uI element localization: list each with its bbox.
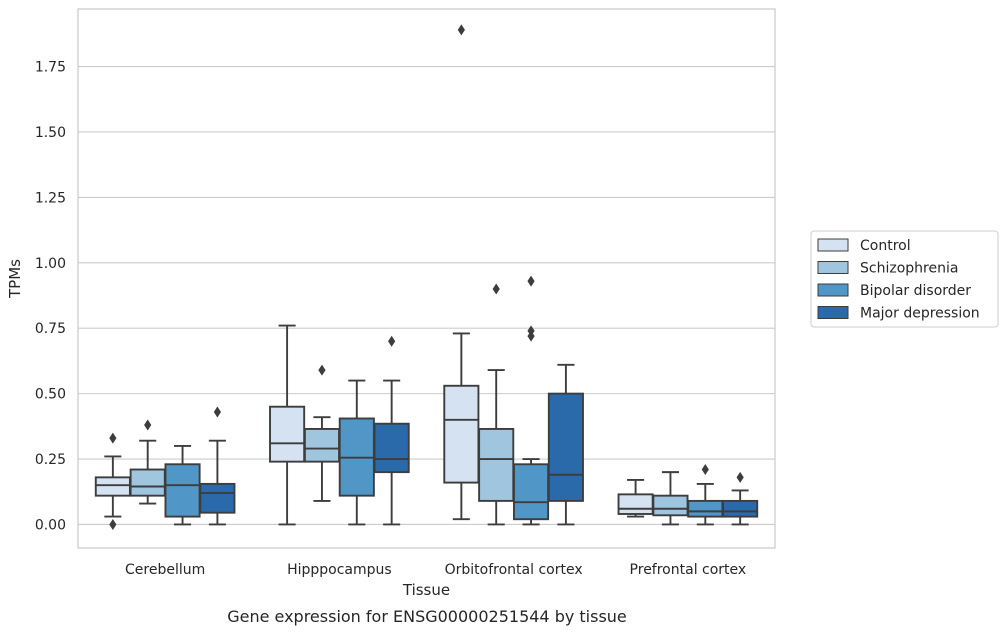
y-tick-label: 1.75 xyxy=(35,60,66,76)
legend-swatch xyxy=(817,261,849,274)
x-tick-labels: Cerebellum Hipppocampus Orbitofrontal cort… xyxy=(125,562,746,578)
outlier-point xyxy=(388,335,396,347)
outlier-point xyxy=(213,406,221,418)
legend-label: Control xyxy=(860,238,911,254)
y-tick-label: 1.50 xyxy=(35,125,66,141)
y-tick-label: 0.75 xyxy=(35,321,66,337)
outlier-point xyxy=(318,364,326,376)
y-tick-label: 1.25 xyxy=(35,190,66,206)
box-iqr xyxy=(513,463,550,521)
outlier-point xyxy=(109,432,117,444)
box-bipolar-disorder xyxy=(513,275,550,526)
box-schizophrenia xyxy=(478,283,515,526)
box-iqr xyxy=(373,422,410,474)
plot-frame xyxy=(77,8,776,549)
x-tick-label: Orbitofrontal cortex xyxy=(445,562,583,578)
legend: Control Schizophrenia Bipolar disorder Majo… xyxy=(810,230,999,328)
y-tick-labels: 0.00 0.25 0.50 0.75 1.00 1.25 1.50 1.75 xyxy=(35,60,66,534)
y-axis-title: TPMs xyxy=(6,259,24,299)
box-major-depression xyxy=(199,406,236,526)
box-iqr xyxy=(443,384,480,484)
box-schizophrenia xyxy=(129,419,166,505)
box-schizophrenia xyxy=(652,471,689,526)
legend-swatch xyxy=(817,283,849,297)
legend-swatch xyxy=(817,306,849,319)
outlier-point xyxy=(144,419,152,431)
outlier-point xyxy=(492,283,500,295)
box-iqr xyxy=(199,482,236,514)
box-bipolar-disorder xyxy=(687,464,724,526)
box-iqr xyxy=(94,476,131,497)
box-iqr xyxy=(722,499,759,518)
x-axis-title: Tissue xyxy=(402,581,450,599)
y-tick-label: 0.00 xyxy=(35,517,66,533)
box-iqr xyxy=(617,493,654,515)
box-bipolar-disorder xyxy=(164,445,201,526)
box-iqr xyxy=(478,427,515,502)
x-tick-label: Cerebellum xyxy=(125,562,205,578)
legend-label: Schizophrenia xyxy=(860,261,958,277)
outlier-point xyxy=(701,464,709,476)
box-control xyxy=(617,479,654,518)
box-series xyxy=(94,24,759,530)
box-control xyxy=(269,324,306,526)
outlier-point xyxy=(736,471,744,483)
box-iqr xyxy=(129,468,166,497)
outlier-point xyxy=(527,330,535,342)
y-tick-label: 0.50 xyxy=(35,387,66,403)
box-major-depression xyxy=(373,335,410,526)
y-tick-label: 1.00 xyxy=(35,256,66,272)
legend-frame xyxy=(810,230,999,328)
box-iqr xyxy=(303,427,340,463)
box-control xyxy=(443,24,480,521)
box-major-depression xyxy=(547,363,584,526)
outlier-point xyxy=(457,24,465,36)
box-iqr xyxy=(687,499,724,518)
legend-swatch xyxy=(817,238,849,252)
box-iqr xyxy=(269,405,306,463)
outlier-point xyxy=(109,518,117,530)
legend-label: Bipolar disorder xyxy=(860,283,971,299)
box-iqr xyxy=(547,392,584,502)
legend-label: Major depression xyxy=(860,306,980,322)
box-iqr xyxy=(164,463,201,518)
box-iqr xyxy=(652,494,689,517)
box-major-depression xyxy=(722,471,759,526)
box-schizophrenia xyxy=(303,364,340,502)
box-bipolar-disorder xyxy=(338,379,375,526)
figure-caption: Gene expression for ENSG00000251544 by t… xyxy=(227,607,627,626)
x-tick-label: Prefrontal cortex xyxy=(630,562,747,578)
x-tick-label: Hipppocampus xyxy=(287,562,392,578)
box-control xyxy=(94,432,131,530)
outlier-point xyxy=(527,275,535,287)
y-tick-label: 0.25 xyxy=(35,452,66,468)
grid-lines xyxy=(78,66,775,526)
